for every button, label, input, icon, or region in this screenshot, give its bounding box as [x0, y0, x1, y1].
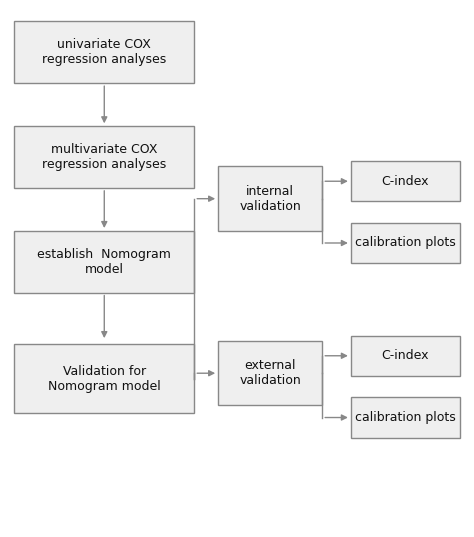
Text: external
validation: external validation	[239, 359, 301, 387]
FancyBboxPatch shape	[351, 223, 460, 263]
FancyBboxPatch shape	[351, 397, 460, 438]
Text: internal
validation: internal validation	[239, 185, 301, 213]
Text: Validation for
Nomogram model: Validation for Nomogram model	[48, 365, 161, 393]
Text: calibration plots: calibration plots	[355, 236, 456, 250]
Text: C-index: C-index	[382, 175, 429, 188]
FancyBboxPatch shape	[218, 341, 322, 405]
FancyBboxPatch shape	[351, 336, 460, 376]
Text: C-index: C-index	[382, 349, 429, 362]
Text: univariate COX
regression analyses: univariate COX regression analyses	[42, 38, 166, 67]
FancyBboxPatch shape	[14, 344, 194, 413]
FancyBboxPatch shape	[351, 161, 460, 201]
FancyBboxPatch shape	[14, 231, 194, 293]
FancyBboxPatch shape	[218, 166, 322, 231]
FancyBboxPatch shape	[14, 21, 194, 83]
FancyBboxPatch shape	[14, 126, 194, 188]
Text: establish  Nomogram
model: establish Nomogram model	[37, 248, 171, 276]
Text: multivariate COX
regression analyses: multivariate COX regression analyses	[42, 143, 166, 171]
Text: calibration plots: calibration plots	[355, 411, 456, 424]
